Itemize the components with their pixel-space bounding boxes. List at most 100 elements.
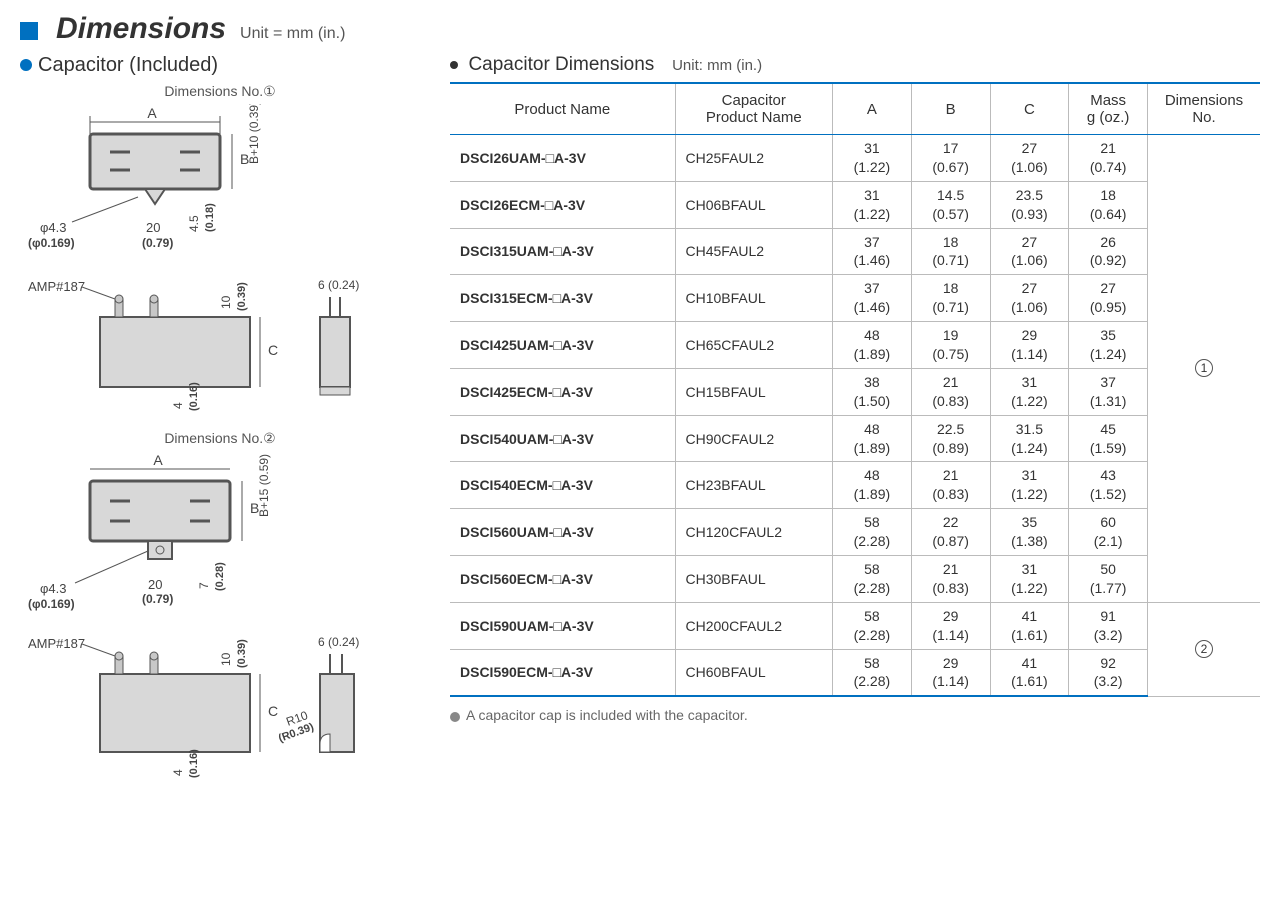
- cell-capname: CH60BFAUL: [675, 649, 833, 696]
- dot-icon: [450, 712, 460, 722]
- svg-text:4: 4: [171, 402, 185, 409]
- diagram-2-side: AMP#187 10 (0.39) C 4 (0.16) 6 (0.24) R1…: [20, 626, 380, 786]
- cell: 48(1.89): [833, 415, 912, 462]
- svg-text:B+10 (0.39): B+10 (0.39): [247, 104, 261, 164]
- cell: 48(1.89): [833, 322, 912, 369]
- cell: 48(1.89): [833, 462, 912, 509]
- svg-text:(φ0.169): (φ0.169): [28, 597, 75, 611]
- col-product: Product Name: [450, 83, 675, 135]
- capacitor-heading: Capacitor (Included): [20, 54, 420, 77]
- table-heading-row: Capacitor Dimensions Unit: mm (in.): [450, 54, 1260, 76]
- cell: 31(1.22): [833, 181, 912, 228]
- cell: 58(2.28): [833, 509, 912, 556]
- table-row: DSCI425UAM-□A-3VCH65CFAUL248(1.89)19(0.7…: [450, 322, 1260, 369]
- diagram-2-top: A B B+15 (0.59) 20 (0.79) 7 (0.28) φ4.3 …: [20, 451, 300, 621]
- cell-capname: CH15BFAUL: [675, 368, 833, 415]
- cell: 21(0.83): [911, 462, 990, 509]
- cell-capname: CH200CFAUL2: [675, 602, 833, 649]
- svg-text:6 (0.24): 6 (0.24): [318, 278, 359, 292]
- cell: 41(1.61): [990, 602, 1069, 649]
- table-row: DSCI26ECM-□A-3VCH06BFAUL31(1.22)14.5(0.5…: [450, 181, 1260, 228]
- table-row: DSCI560ECM-□A-3VCH30BFAUL58(2.28)21(0.83…: [450, 556, 1260, 603]
- cell-product: DSCI26ECM-□A-3V: [450, 181, 675, 228]
- cell-capname: CH10BFAUL: [675, 275, 833, 322]
- page-header: Dimensions Unit = mm (in.): [20, 12, 1260, 46]
- svg-text:C: C: [268, 342, 278, 358]
- cell: 37(1.46): [833, 228, 912, 275]
- cell: 29(1.14): [990, 322, 1069, 369]
- svg-text:4: 4: [171, 769, 185, 776]
- svg-text:4.5: 4.5: [187, 215, 201, 232]
- cell: 21(0.83): [911, 556, 990, 603]
- svg-text:(0.39): (0.39): [236, 282, 248, 311]
- left-column: Capacitor (Included) Dimensions No.① A B…: [20, 54, 420, 791]
- svg-text:AMP#187: AMP#187: [28, 279, 85, 294]
- table-row: DSCI315ECM-□A-3VCH10BFAUL37(1.46)18(0.71…: [450, 275, 1260, 322]
- col-mass: Mass g (oz.): [1069, 83, 1148, 135]
- col-a: A: [833, 83, 912, 135]
- svg-text:10: 10: [219, 652, 233, 666]
- cell: 58(2.28): [833, 649, 912, 696]
- cell: 29(1.14): [911, 649, 990, 696]
- cell: 27(1.06): [990, 135, 1069, 182]
- capacitor-heading-text: Capacitor (Included): [38, 54, 218, 76]
- cell: 91(3.2): [1069, 602, 1148, 649]
- footnote-text: A capacitor cap is included with the cap…: [466, 707, 748, 723]
- svg-text:A: A: [153, 452, 163, 468]
- cell-capname: CH45FAUL2: [675, 228, 833, 275]
- col-dimno: Dimensions No.: [1148, 83, 1261, 135]
- cell: 35(1.38): [990, 509, 1069, 556]
- cell: 43(1.52): [1069, 462, 1148, 509]
- svg-text:(0.16): (0.16): [188, 382, 200, 411]
- cell-product: DSCI315ECM-□A-3V: [450, 275, 675, 322]
- col-capname: Capacitor Product Name: [675, 83, 833, 135]
- svg-text:20: 20: [148, 577, 162, 592]
- svg-text:C: C: [268, 703, 278, 719]
- svg-text:10: 10: [219, 295, 233, 309]
- dim2-label: Dimensions No.②: [20, 430, 420, 447]
- bullet-icon: [20, 59, 32, 71]
- cell: 23.5(0.93): [990, 181, 1069, 228]
- cell: 18(0.64): [1069, 181, 1148, 228]
- col-b: B: [911, 83, 990, 135]
- cell-product: DSCI590UAM-□A-3V: [450, 602, 675, 649]
- cell: 31(1.22): [833, 135, 912, 182]
- svg-text:(0.79): (0.79): [142, 592, 173, 606]
- svg-text:AMP#187: AMP#187: [28, 636, 85, 651]
- table-row: DSCI560UAM-□A-3VCH120CFAUL258(2.28)22(0.…: [450, 509, 1260, 556]
- right-column: Capacitor Dimensions Unit: mm (in.) Prod…: [450, 54, 1260, 791]
- cell-capname: CH65CFAUL2: [675, 322, 833, 369]
- cell: 31(1.22): [990, 368, 1069, 415]
- cell-product: DSCI560ECM-□A-3V: [450, 556, 675, 603]
- table-row: DSCI590ECM-□A-3VCH60BFAUL58(2.28)29(1.14…: [450, 649, 1260, 696]
- svg-text:(0.39): (0.39): [236, 639, 248, 668]
- unit-label: Unit = mm (in.): [240, 25, 345, 43]
- cell-product: DSCI425UAM-□A-3V: [450, 322, 675, 369]
- dim1-label: Dimensions No.①: [20, 83, 420, 100]
- svg-text:20: 20: [146, 220, 160, 235]
- diagram-1-side: AMP#187 10 (0.39) C 4 (0.16) 6 (0.24): [20, 269, 380, 419]
- svg-text:(φ0.169): (φ0.169): [28, 236, 75, 250]
- svg-text:B+15 (0.59): B+15 (0.59): [257, 454, 271, 517]
- svg-text:A: A: [147, 105, 157, 121]
- cell: 14.5(0.57): [911, 181, 990, 228]
- cell: 38(1.50): [833, 368, 912, 415]
- table-row: DSCI26UAM-□A-3VCH25FAUL231(1.22)17(0.67)…: [450, 135, 1260, 182]
- cell-dimno-2: 2: [1148, 602, 1261, 696]
- cell-product: DSCI540ECM-□A-3V: [450, 462, 675, 509]
- cell: 21(0.83): [911, 368, 990, 415]
- cell-product: DSCI425ECM-□A-3V: [450, 368, 675, 415]
- table-unit: Unit: mm (in.): [672, 57, 762, 74]
- cell-capname: CH90CFAUL2: [675, 415, 833, 462]
- cell-product: DSCI26UAM-□A-3V: [450, 135, 675, 182]
- svg-text:(0.16): (0.16): [188, 749, 200, 778]
- cell: 18(0.71): [911, 228, 990, 275]
- cell-product: DSCI560UAM-□A-3V: [450, 509, 675, 556]
- cell: 26(0.92): [1069, 228, 1148, 275]
- table-row: DSCI540ECM-□A-3VCH23BFAUL48(1.89)21(0.83…: [450, 462, 1260, 509]
- bullet-icon: [450, 61, 458, 69]
- svg-text:(0.18): (0.18): [204, 203, 216, 232]
- cell: 22.5(0.89): [911, 415, 990, 462]
- cell: 27(0.95): [1069, 275, 1148, 322]
- square-icon: [20, 22, 38, 40]
